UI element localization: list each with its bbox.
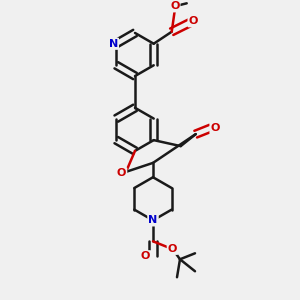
Text: O: O bbox=[168, 244, 177, 254]
Text: O: O bbox=[141, 251, 150, 261]
Text: N: N bbox=[109, 39, 118, 49]
Text: O: O bbox=[117, 168, 126, 178]
Text: N: N bbox=[148, 215, 158, 225]
Text: O: O bbox=[189, 16, 198, 26]
Text: O: O bbox=[211, 123, 220, 133]
Text: O: O bbox=[170, 1, 179, 11]
